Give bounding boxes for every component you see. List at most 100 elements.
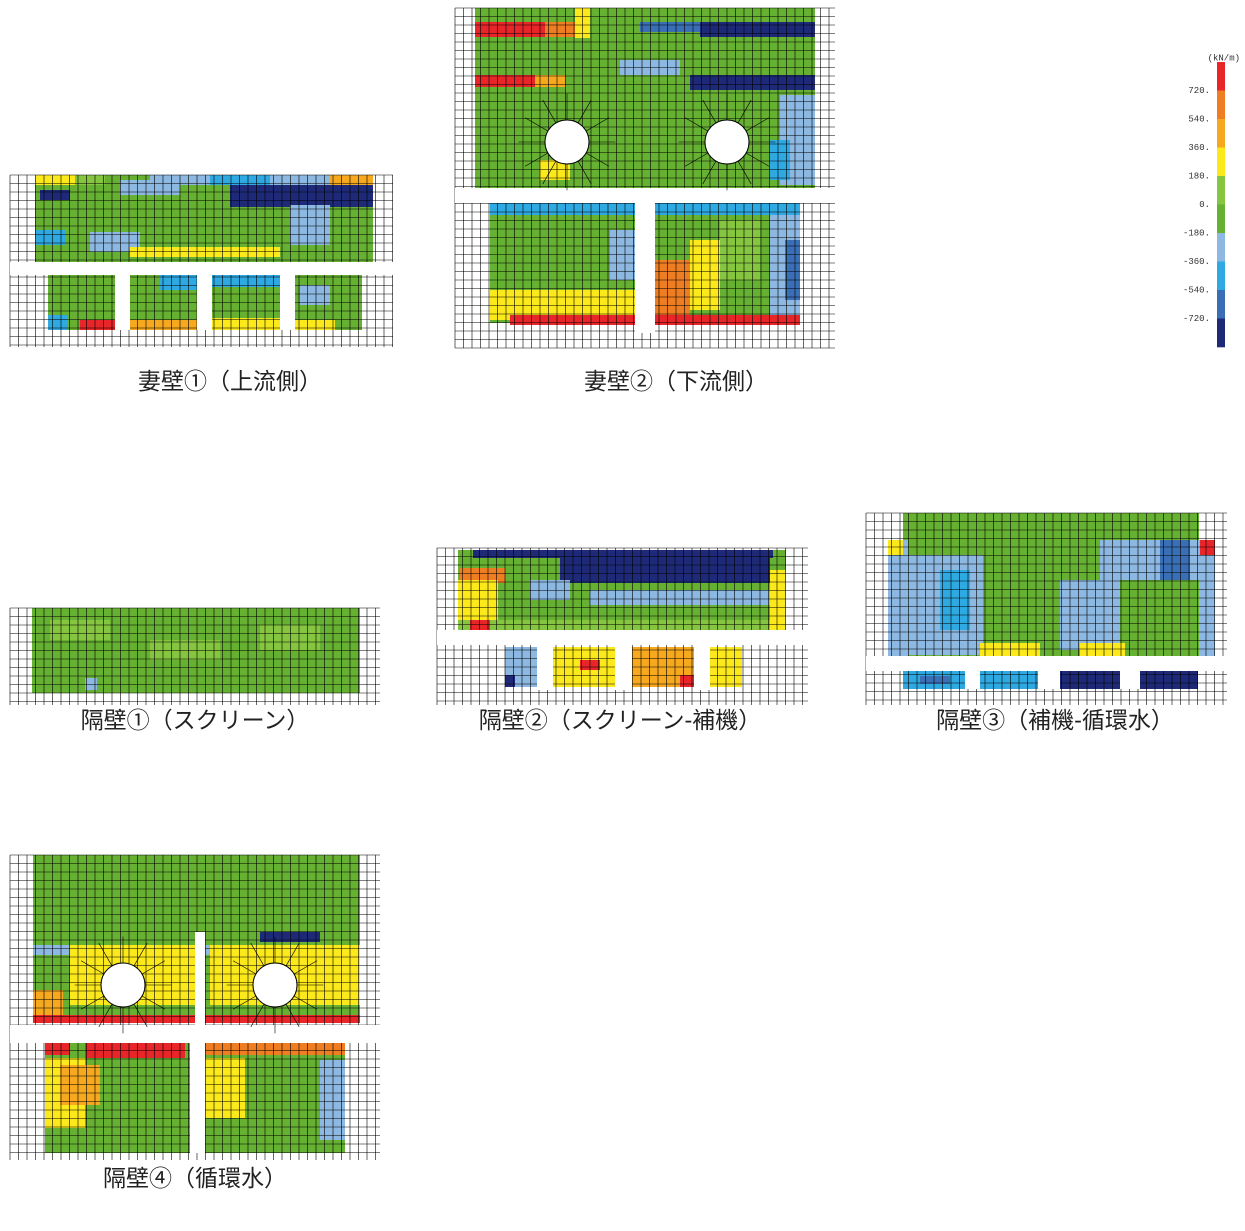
contour-cell [510,315,635,325]
radial-mesh [232,995,257,1010]
radial-mesh [585,117,610,132]
opening [635,203,655,333]
radial-mesh [745,152,770,167]
opening [1120,671,1140,689]
contour-cell [330,175,373,185]
caption: 隔壁③（補機-循環水） [936,708,1174,734]
contour-cell [700,22,815,37]
contour-cell [1140,671,1198,689]
contour-cell [505,675,515,687]
opening [197,275,212,330]
radial-mesh [285,942,300,967]
contour-cell [130,320,197,330]
contour-cell [35,230,65,245]
contour-cell [40,190,70,200]
hole [544,119,590,165]
opening [280,275,295,330]
contour-cell [160,275,197,290]
opening [10,262,393,275]
radial-mesh [737,99,752,124]
contour-cell [205,1043,345,1055]
mesh [865,512,1227,705]
radial-mesh [133,942,148,967]
legend-swatch [1217,318,1225,348]
radial-mesh [141,960,166,975]
legend-label: -180. [1183,228,1210,238]
radial-mesh [133,1003,148,1028]
contour-cell [230,185,373,207]
contour-cell [85,678,97,690]
caption: 妻壁②（下流側） [584,369,768,395]
caption: 隔壁②（スクリーン-補機） [479,708,762,734]
opening [694,645,710,690]
contour-cell [60,1065,100,1105]
contour-cell [540,160,570,180]
wall-panel [9,854,380,1160]
contour-cell [205,1058,245,1118]
legend-label: -720. [1183,314,1210,324]
radial-mesh [702,99,717,124]
contour-cell [535,75,565,87]
legend-label: 0. [1199,200,1210,210]
contour-cell [90,232,140,252]
contour-cell [458,620,786,630]
contour-cell [45,1043,70,1055]
legend-label: 720. [1188,86,1210,96]
legend-label: 540. [1188,114,1210,124]
legend-swatch [1217,176,1225,205]
contour-cell [150,640,220,660]
contour-cell [212,318,280,330]
contour-cell [640,22,700,32]
legend-swatch [1217,233,1225,262]
radial-mesh [98,942,113,967]
caption: 隔壁①（スクリーン） [81,708,310,734]
legend-swatch [1217,62,1225,91]
legend-swatch [1217,119,1225,148]
contour-cell [770,570,786,630]
radial-mesh [702,160,717,185]
contour-cell [320,1060,345,1140]
contour-cell [720,220,760,280]
contour-cell [590,590,775,605]
radial-mesh [577,99,592,124]
contour-cell [530,580,570,600]
legend-label: -540. [1183,285,1210,295]
radial-mesh [684,152,709,167]
contour-cell [1200,540,1215,555]
caption: 妻壁①（上流側） [138,369,322,395]
opening [190,1043,205,1153]
caption: 隔壁④（循環水） [103,1166,287,1192]
opening [115,275,130,330]
contour-cell [770,140,790,180]
radial-mesh [737,160,752,185]
radial-mesh [285,1003,300,1028]
radial-mesh [80,960,105,975]
contour-cell [48,315,68,330]
opening [437,630,808,645]
radial-mesh [585,152,610,167]
opening [10,1025,380,1043]
contour-cell [560,558,770,583]
wall-panel [865,512,1227,705]
contour-cell [50,620,110,640]
contour-cell [475,22,545,37]
legend-label: 180. [1188,171,1210,181]
opening [965,671,980,689]
contour-cell [940,570,970,630]
legend-unit: (kN/m) [1208,53,1240,63]
radial-mesh [524,117,549,132]
wall-panel [454,7,835,349]
opening [195,932,205,1025]
contour-cell [785,240,800,300]
radial-mesh [684,117,709,132]
radial-mesh [293,995,318,1010]
opening [615,645,632,690]
legend-swatch [1217,147,1225,177]
contour-cell [212,275,280,287]
contour-cell [1060,671,1120,689]
contour-cell [270,175,330,185]
contour-cell [80,320,115,330]
radial-mesh [293,960,318,975]
radial-mesh [232,960,257,975]
contour-cell [888,540,903,555]
